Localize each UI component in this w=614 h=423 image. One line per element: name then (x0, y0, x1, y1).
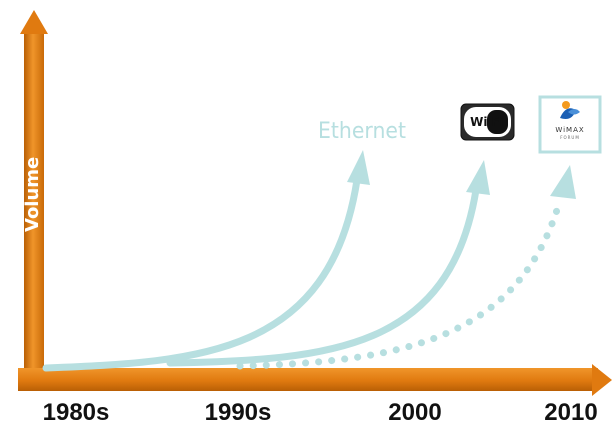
wifi-curve (166, 160, 490, 367)
y-axis-arrowhead (20, 10, 48, 34)
wimax-logo-subtext: FORUM (560, 135, 580, 140)
ethernet-label: Ethernet (318, 119, 406, 144)
x-tick-1990s: 1990s (205, 399, 272, 423)
wifi-logo-icon: Wi Fi (460, 103, 515, 141)
x-axis-shaft (18, 368, 598, 391)
wifi-curve-line (166, 186, 480, 367)
x-axis-arrowhead (592, 364, 612, 396)
wimax-curve-arrowhead (550, 165, 576, 199)
x-axis: 1980s 1990s 2000 2010 (18, 364, 612, 423)
y-axis-shaft (24, 30, 44, 380)
ethernet-curve: Ethernet (42, 119, 406, 372)
wimax-curve-line (236, 196, 564, 370)
x-tick-2010: 2010 (544, 399, 597, 423)
x-tick-1980s: 1980s (43, 399, 110, 423)
wimax-logo-text: WiMAX (555, 126, 584, 134)
ethernet-curve-arrowhead (347, 150, 370, 185)
wimax-curve (236, 165, 576, 370)
ethernet-curve-line (42, 176, 361, 372)
wifi-logo-text: Wi Fi (470, 115, 504, 129)
x-tick-2000: 2000 (388, 399, 441, 423)
y-axis: Volume (20, 10, 48, 380)
wimax-forum-logo-icon: WiMAX FORUM (538, 95, 602, 154)
y-axis-label: Volume (22, 157, 43, 232)
wifi-curve-arrowhead (466, 160, 490, 195)
